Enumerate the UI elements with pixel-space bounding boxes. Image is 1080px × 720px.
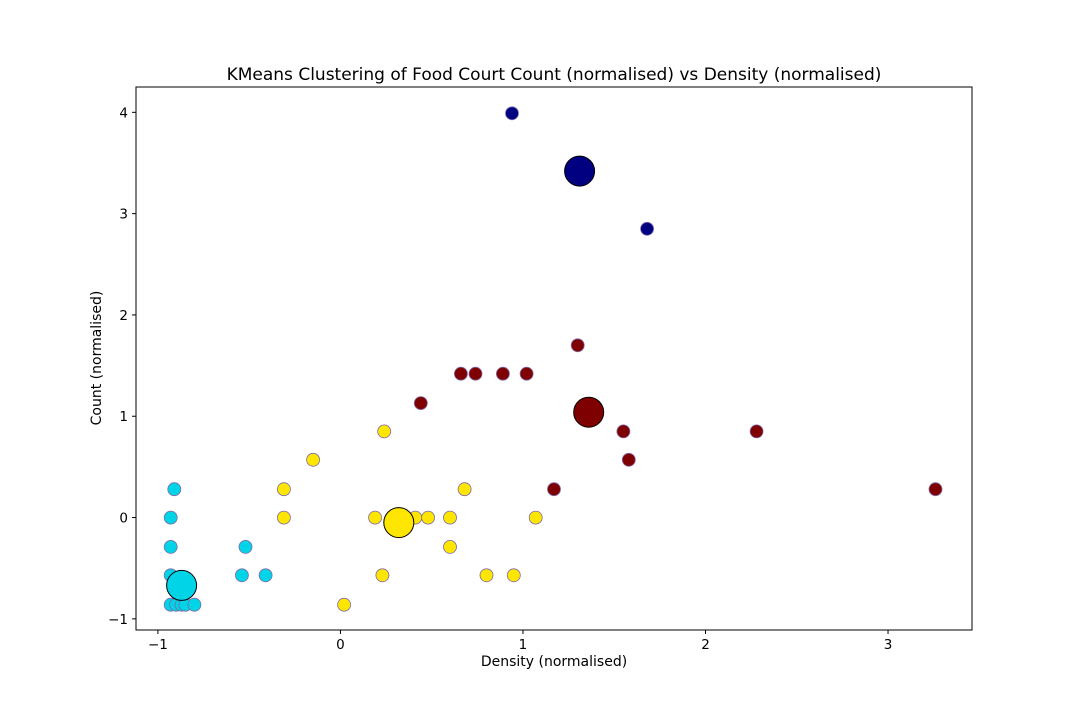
y-axis-label: Count (normalised) — [89, 291, 105, 426]
cluster-2-point-2 — [276, 482, 291, 497]
cluster-2-point-4 — [276, 510, 291, 525]
cluster-1-point-7 — [749, 424, 764, 439]
cluster-1-point-10 — [928, 482, 943, 497]
cluster-0-centroid — [564, 155, 596, 187]
y-tick-label: 2 — [119, 308, 128, 324]
cluster-1-point-6 — [616, 424, 631, 439]
points-layer — [163, 106, 943, 612]
cluster-2-point-1 — [306, 452, 321, 467]
cluster-1-point-5 — [413, 396, 428, 411]
cluster-3-point-3 — [238, 540, 253, 554]
cluster-3-point-2 — [163, 540, 178, 554]
y-tick-label: 3 — [119, 207, 128, 223]
x-tick-label: 0 — [336, 637, 345, 653]
x-tick-label: −1 — [148, 637, 168, 653]
cluster-3-point-1 — [163, 510, 178, 525]
cluster-2-point-10 — [443, 540, 457, 554]
x-axis-label: Density (normalised) — [481, 654, 627, 670]
cluster-2-point-5 — [368, 510, 383, 525]
plot-frame — [135, 86, 973, 631]
cluster-3-centroid — [166, 569, 198, 601]
cluster-3-point-5 — [234, 568, 249, 583]
cluster-2-point-11 — [375, 568, 390, 583]
cluster-2-point-14 — [337, 597, 352, 612]
cluster-0-point-0 — [505, 106, 519, 121]
cluster-2-point-9 — [528, 510, 543, 525]
cluster-1-point-3 — [495, 366, 510, 381]
y-tick-label: −1 — [108, 612, 128, 628]
cluster-1-centroid — [573, 396, 605, 428]
cluster-3-point-0 — [167, 482, 182, 497]
cluster-1-point-8 — [621, 452, 636, 467]
cluster-2-point-13 — [506, 568, 521, 583]
x-tick-label: 1 — [519, 637, 528, 653]
x-tick-label: 3 — [884, 637, 893, 653]
cluster-2-point-12 — [479, 568, 494, 583]
y-tick-label: 0 — [119, 511, 128, 527]
cluster-2-point-0 — [377, 424, 392, 439]
cluster-2-point-7 — [421, 510, 436, 525]
y-tick-label: 1 — [119, 409, 128, 425]
cluster-2-point-3 — [457, 482, 472, 497]
cluster-0-point-1 — [640, 221, 654, 236]
cluster-3-point-11 — [187, 597, 202, 612]
cluster-2-centroid — [383, 507, 415, 539]
cluster-2-point-8 — [443, 510, 457, 525]
cluster-3-point-6 — [258, 568, 273, 583]
cluster-1-point-2 — [468, 366, 483, 381]
y-tick-label: 4 — [119, 105, 128, 121]
cluster-1-point-9 — [547, 482, 561, 497]
cluster-1-point-0 — [570, 338, 585, 353]
ticks-layer: −1 0 1 2 3 −1 0 1 2 3 4 — [108, 105, 892, 653]
cluster-1-point-1 — [453, 366, 468, 381]
chart-title: KMeans Clustering of Food Court Count (n… — [227, 65, 882, 85]
x-tick-label: 2 — [701, 637, 710, 653]
cluster-1-point-4 — [519, 366, 534, 381]
